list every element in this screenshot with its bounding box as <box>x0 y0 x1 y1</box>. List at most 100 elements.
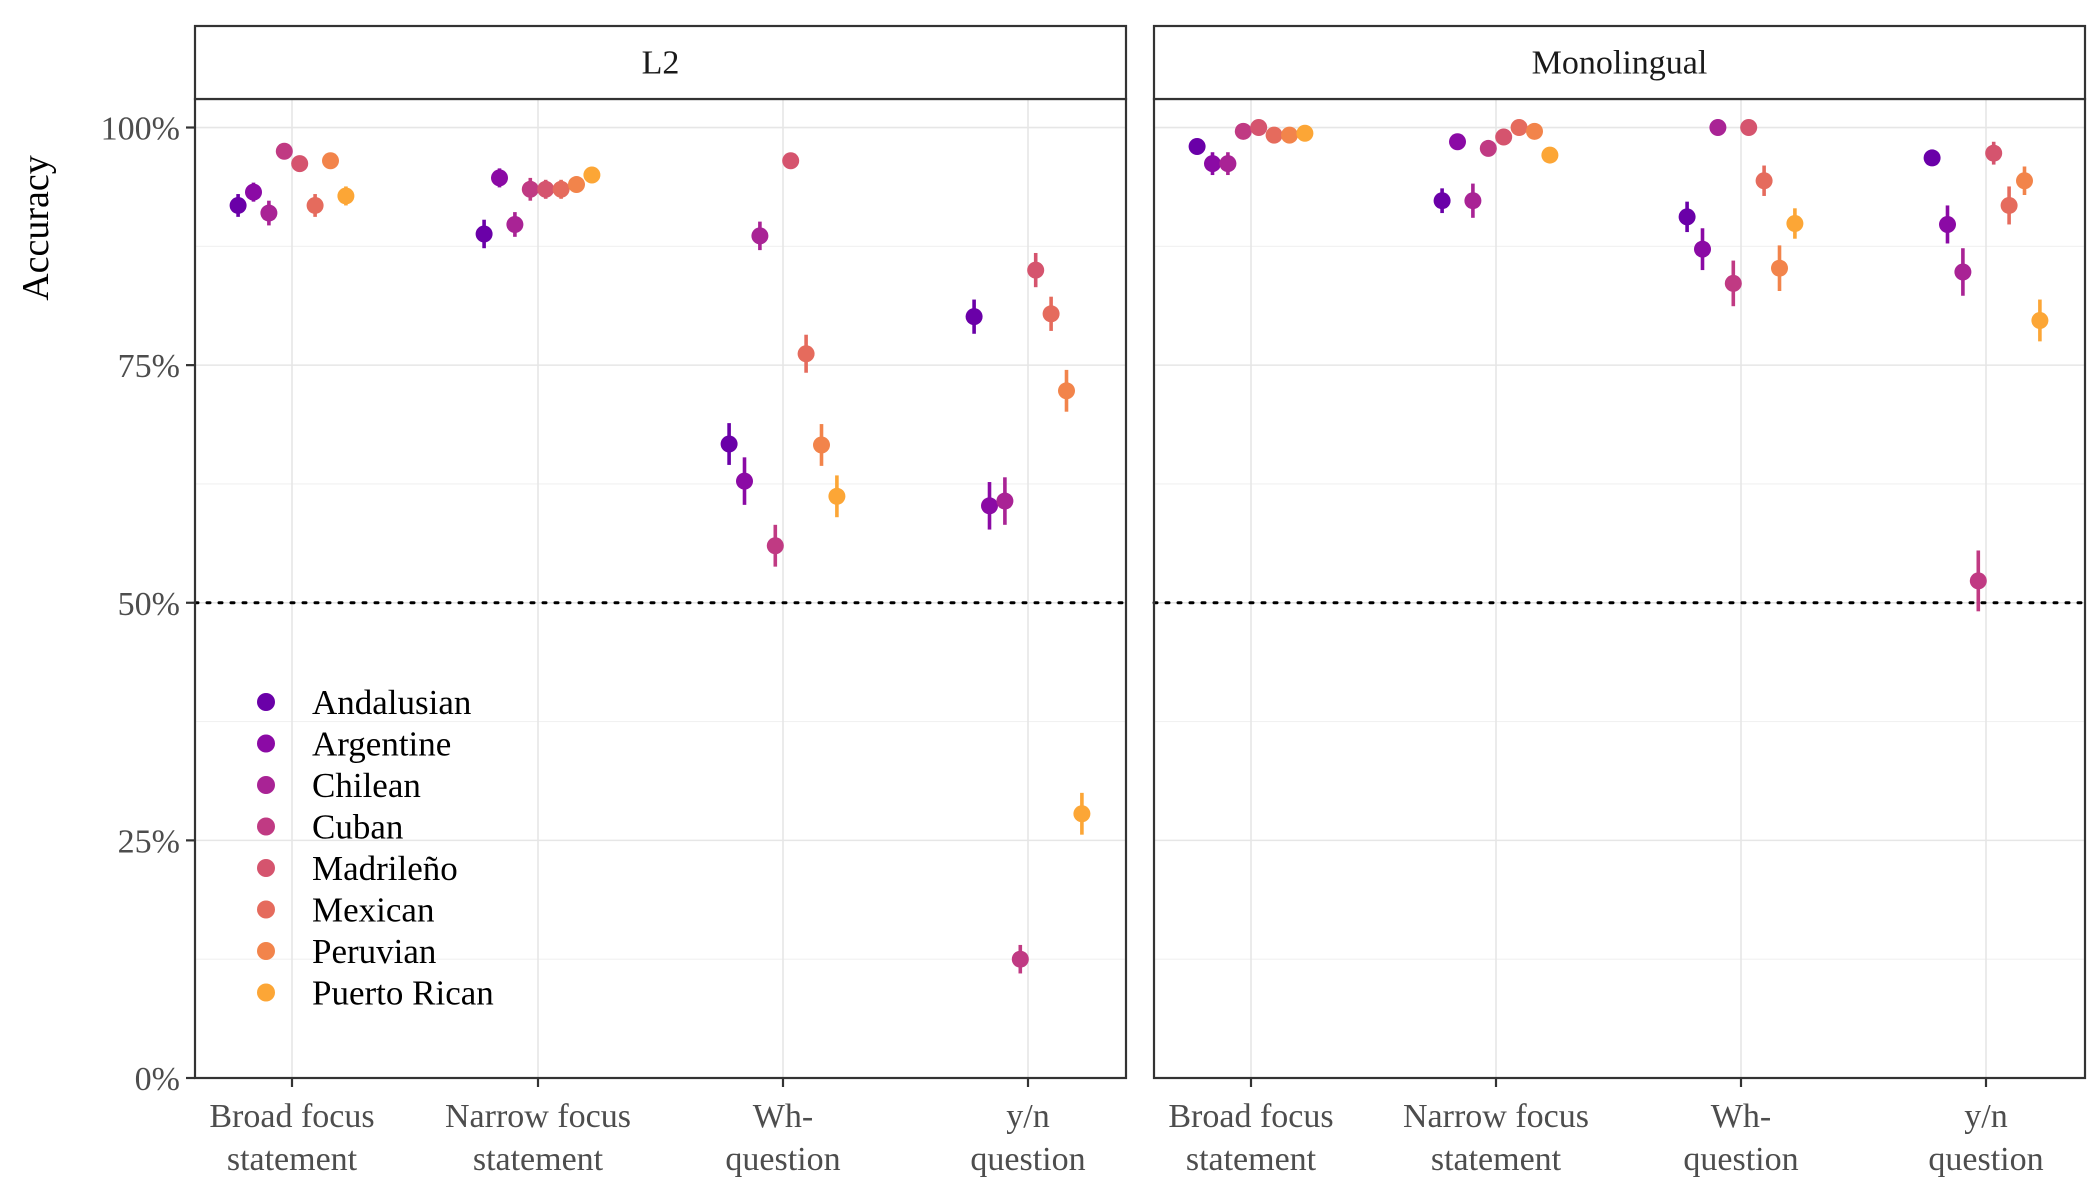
data-point <box>521 180 539 198</box>
legend-label: Peruvian <box>312 932 436 971</box>
legend-item: Cuban <box>257 808 403 847</box>
data-point <box>1755 172 1773 190</box>
x-tick-label: statement <box>227 1141 358 1178</box>
legend-label: Puerto Rican <box>312 974 494 1013</box>
data-point <box>1786 215 1804 233</box>
data-point <box>291 155 309 173</box>
data-point <box>1265 126 1283 144</box>
y-tick-label: 25% <box>118 823 180 860</box>
data-point <box>1296 124 1314 142</box>
x-tick-label: question <box>725 1141 840 1178</box>
data-point <box>306 196 324 214</box>
legend-swatch <box>257 734 275 753</box>
y-tick-label: 100% <box>101 111 180 148</box>
x-tick-label: y/n <box>1006 1098 1049 1135</box>
panel-background <box>1154 99 2085 1078</box>
data-point <box>506 215 524 233</box>
data-point <box>322 152 339 170</box>
x-tick-label: Broad focus <box>1168 1098 1333 1135</box>
legend-item: Andalusian <box>257 683 471 722</box>
facet-strip <box>1152 24 2087 101</box>
data-point <box>1923 149 1941 167</box>
data-point <box>965 308 983 326</box>
data-point <box>981 497 998 515</box>
x-tick-label: question <box>1928 1141 2043 1178</box>
data-point <box>1969 572 1987 590</box>
data-point <box>1073 805 1091 823</box>
data-point <box>828 487 846 505</box>
data-point <box>1011 950 1029 968</box>
data-point <box>552 180 570 198</box>
data-point <box>1939 215 1956 233</box>
data-point <box>1985 144 2003 162</box>
data-point <box>475 225 493 243</box>
x-tick-label: Narrow focus <box>445 1098 631 1135</box>
data-point <box>720 435 738 453</box>
data-point <box>1954 263 1972 281</box>
series-peruvian <box>1281 122 2033 291</box>
data-point <box>1771 259 1788 277</box>
legend-label: Chilean <box>312 766 421 805</box>
legend-swatch <box>257 942 275 960</box>
x-tick-label: question <box>970 1141 1085 1178</box>
data-point <box>1042 305 1060 323</box>
data-point <box>1510 119 1528 137</box>
legend-item: Madrileño <box>257 849 458 888</box>
data-point <box>275 142 293 160</box>
data-point <box>1027 261 1045 279</box>
legend-item: Mexican <box>257 891 434 930</box>
legend-swatch <box>257 817 275 836</box>
data-point <box>1526 122 1543 140</box>
data-point <box>1479 139 1497 157</box>
x-tick-label: Wh- <box>753 1098 813 1135</box>
data-point <box>2031 311 2049 329</box>
data-point <box>337 187 355 205</box>
data-point <box>1541 146 1559 164</box>
facet-title: L2 <box>642 45 680 82</box>
legend-item: Argentine <box>257 725 451 764</box>
series-madrileño <box>291 152 1045 288</box>
series-puerto-rican <box>1296 124 2049 342</box>
legend: AndalusianArgentineChileanCubanMadrileño… <box>257 683 494 1013</box>
series-mexican <box>306 179 1060 373</box>
data-point <box>260 204 278 222</box>
series-andalusian <box>1188 138 1941 233</box>
legend-swatch <box>257 776 275 794</box>
data-point <box>1219 155 1237 173</box>
data-point <box>568 176 585 194</box>
x-tick-label: Wh- <box>1711 1098 1771 1135</box>
x-tick-label: question <box>1683 1141 1798 1178</box>
x-tick-label: statement <box>1431 1141 1562 1178</box>
data-point <box>751 227 769 245</box>
facet-strip <box>193 24 1128 101</box>
data-point <box>996 492 1014 510</box>
series-mexican <box>1265 119 2018 225</box>
data-point <box>1188 138 1206 156</box>
legend-swatch <box>257 983 275 1002</box>
y-tick-label: 75% <box>118 348 180 385</box>
y-tick-label: 0% <box>135 1061 180 1098</box>
data-point <box>229 196 247 214</box>
data-point <box>537 180 555 198</box>
data-point <box>1281 126 1298 144</box>
data-point <box>766 537 784 555</box>
data-point <box>1234 122 1252 140</box>
data-point <box>1678 208 1696 226</box>
x-tick-label: statement <box>1186 1141 1317 1178</box>
data-point <box>2000 196 2018 214</box>
legend-swatch <box>257 900 275 919</box>
x-tick-label: statement <box>473 1141 604 1178</box>
series-chilean <box>260 200 1014 525</box>
data-point <box>782 152 800 170</box>
data-point <box>1495 128 1513 146</box>
panel-l2: L2 Broad focus statement Narrow focus statem… <box>101 24 1128 1178</box>
data-point <box>1740 119 1758 137</box>
data-point <box>813 436 830 454</box>
facet-title: Monolingual <box>1532 45 1708 82</box>
data-point <box>1433 192 1451 210</box>
series-peruvian <box>322 152 1075 466</box>
y-tick-label: 50% <box>118 586 180 623</box>
data-point <box>1449 133 1466 151</box>
series-argentine <box>1204 133 1956 271</box>
